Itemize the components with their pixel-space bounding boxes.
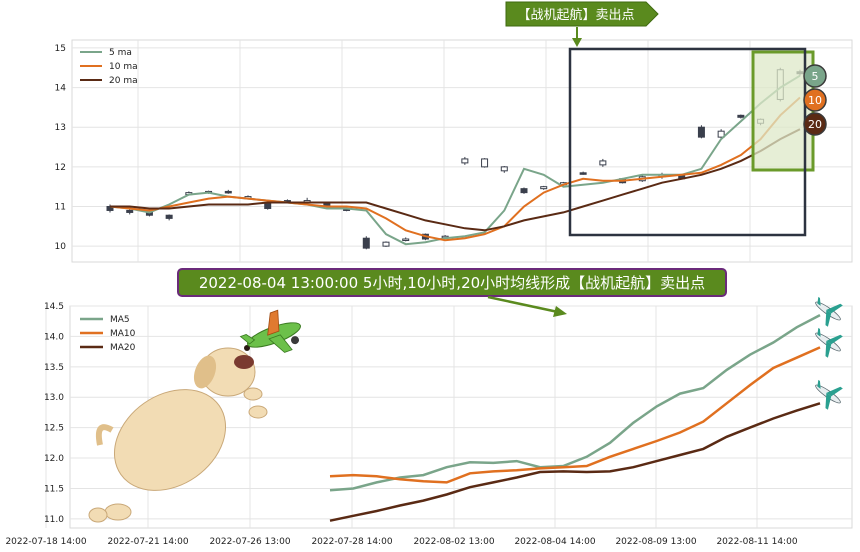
top-y-tick-label: 10 xyxy=(55,242,67,252)
bottom-y-tick-label: 12.5 xyxy=(44,424,64,434)
candle-body xyxy=(500,166,508,172)
header-banner: 【战机起航】卖出点 xyxy=(505,1,659,47)
candle-body xyxy=(579,172,587,175)
candle-body xyxy=(737,114,745,118)
top-legend: 5 ma 10 ma 20 ma xyxy=(80,48,138,86)
candle-body xyxy=(165,214,173,219)
candle-body xyxy=(540,186,548,190)
bottom-ma10-line xyxy=(329,346,821,484)
top-plot-area xyxy=(71,39,853,263)
signal-highlight-box xyxy=(751,50,815,172)
top-y-tick-label: 12 xyxy=(55,163,66,173)
bottom-x-tick-label: 2022-07-28 14:00 xyxy=(311,537,392,547)
bottom-y-tick-label: 14.5 xyxy=(44,302,64,312)
legend-label-ma10: MA10 xyxy=(110,329,136,339)
legend-label-10ma: 10 ma xyxy=(109,62,138,72)
bottom-legend: MA5 MA10 MA20 xyxy=(80,315,136,353)
bottom-x-tick-label: 2022-08-09 13:00 xyxy=(615,537,696,547)
bottom-ma5-line xyxy=(329,313,821,492)
bottom-x-tick-label: 2022-08-04 14:00 xyxy=(514,537,595,547)
airliner-icon xyxy=(815,379,843,410)
top-ma-line-20 xyxy=(110,128,801,232)
top-ma-lines xyxy=(109,74,801,246)
candle-body xyxy=(402,238,410,242)
candle-body xyxy=(717,130,725,138)
bottom-chart-panel: 11.0 11.5 12.0 12.5 13.0 13.5 14.0 14.5 2022-07… xyxy=(5,296,853,547)
bottom-y-tick-label: 11.0 xyxy=(44,515,64,525)
bottom-x-tick-label: 2022-08-02 13:00 xyxy=(413,537,494,547)
top-y-tick-label: 13 xyxy=(55,123,66,133)
top-y-axis: 10 11 12 13 14 15 xyxy=(55,44,67,252)
candle-body xyxy=(382,241,390,247)
bottom-x-tick-label: 2022-07-18 14:00 xyxy=(5,537,86,547)
legend-label-ma20: MA20 xyxy=(110,343,136,353)
bottom-y-tick-label: 12.0 xyxy=(44,454,64,464)
bottom-x-axis: 2022-07-18 14:00 2022-07-21 14:00 2022-07-… xyxy=(5,537,797,547)
annotation-banner: 2022-08-04 13:00:00 5小时,10小时,20小时均线形成【战机… xyxy=(177,268,727,317)
airliner-icon xyxy=(815,296,843,327)
bottom-y-tick-label: 13.0 xyxy=(44,393,64,403)
badge-20-label: 20 xyxy=(808,118,822,131)
badge-10-circle xyxy=(803,88,827,112)
candle-body xyxy=(461,158,469,164)
candle-body xyxy=(599,160,607,166)
top-chart-panel: 10 11 12 13 14 15 5 ma 10 ma 20 ma 5 10 20 xyxy=(55,39,853,263)
header-banner-text: 【战机起航】卖出点 xyxy=(517,7,634,23)
bottom-y-tick-label: 14.0 xyxy=(44,332,64,342)
candle-body xyxy=(224,190,232,194)
bottom-x-tick-label: 2022-07-26 13:00 xyxy=(209,537,290,547)
top-ma-line-10 xyxy=(109,96,801,242)
candle-body xyxy=(126,209,134,213)
signal-window-box xyxy=(568,47,807,237)
legend-label-20ma: 20 ma xyxy=(109,76,138,86)
candle-body xyxy=(481,158,489,168)
header-pointer-arrowhead xyxy=(572,38,582,47)
airliner-icon xyxy=(815,327,843,358)
bottom-x-tick-label: 2022-07-21 14:00 xyxy=(107,537,188,547)
badge-5-circle xyxy=(803,64,827,88)
bottom-y-tick-label: 13.5 xyxy=(44,363,64,373)
bottom-ma-lines xyxy=(329,313,821,522)
annotation-pointer-line xyxy=(487,295,559,314)
legend-label-5ma: 5 ma xyxy=(109,48,132,58)
annotation-pointer-arrowhead xyxy=(553,306,567,317)
puppy-illustration xyxy=(88,345,268,523)
bottom-y-axis: 11.0 11.5 12.0 12.5 13.0 13.5 14.0 14.5 xyxy=(44,302,64,525)
legend-label-ma5: MA5 xyxy=(110,315,130,325)
candle-body xyxy=(520,188,528,194)
annotation-banner-text: 2022-08-04 13:00:00 5小时,10小时,20小时均线形成【战机… xyxy=(199,274,705,292)
toy-airplane-icon xyxy=(239,309,301,353)
candle-body xyxy=(697,126,705,138)
ma-badges: 5 10 20 xyxy=(803,64,827,136)
annotation-banner-box xyxy=(177,268,727,297)
badge-5-label: 5 xyxy=(812,70,819,83)
top-y-tick-label: 15 xyxy=(55,44,66,54)
bottom-ma20-line xyxy=(329,402,821,522)
badge-10-label: 10 xyxy=(808,94,822,107)
top-y-tick-label: 14 xyxy=(55,84,67,94)
bottom-x-tick-label: 2022-08-11 14:00 xyxy=(716,537,797,547)
bottom-y-tick-label: 11.5 xyxy=(44,484,64,494)
candle-body xyxy=(362,237,370,249)
top-y-tick-label: 11 xyxy=(55,203,66,213)
header-banner-shape xyxy=(505,1,659,27)
badge-20-circle xyxy=(803,112,827,136)
